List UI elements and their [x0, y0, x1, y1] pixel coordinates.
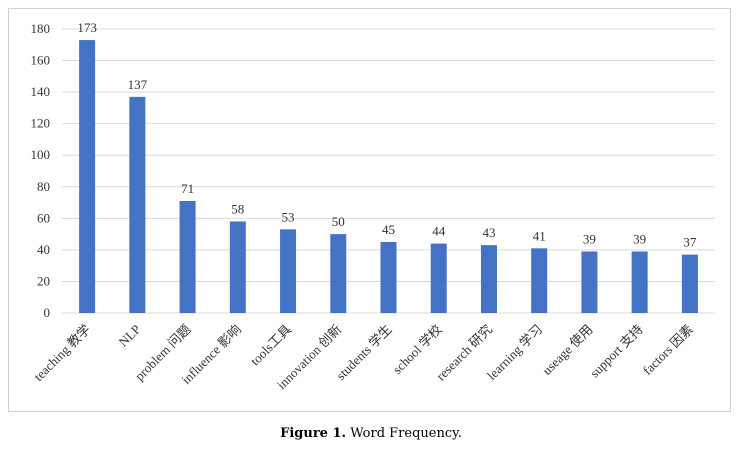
y-tick-label: 80 [37, 179, 50, 194]
bar [631, 251, 648, 313]
bar [681, 254, 698, 313]
y-tick-label: 180 [31, 21, 51, 36]
data-label: 43 [482, 225, 495, 240]
bar [179, 200, 196, 313]
bar [480, 245, 497, 313]
bar [280, 229, 297, 313]
caption-text: Word Frequency. [350, 426, 462, 441]
y-tick-label: 40 [37, 242, 50, 257]
y-tick-label: 100 [31, 147, 51, 162]
data-label: 58 [231, 201, 244, 216]
y-tick-label: 60 [37, 210, 50, 225]
bar [581, 251, 598, 313]
data-label: 39 [583, 231, 596, 246]
caption-label: Figure 1. [280, 426, 346, 441]
data-label: 53 [282, 209, 295, 224]
bar [430, 243, 447, 313]
data-label: 71 [181, 181, 194, 196]
bar [129, 96, 146, 313]
y-tick-label: 0 [44, 305, 51, 320]
data-label: 41 [533, 228, 546, 243]
bar [330, 234, 347, 313]
y-tick-label: 140 [31, 84, 51, 99]
data-label: 137 [128, 77, 148, 92]
y-tick-label: 160 [31, 53, 51, 68]
bar [79, 40, 96, 314]
data-label: 39 [633, 231, 646, 246]
y-tick-label: 20 [37, 273, 50, 288]
bar [531, 248, 548, 313]
caption: Figure 1. Word Frequency. [280, 426, 462, 441]
data-label: 44 [432, 224, 446, 239]
bar [380, 242, 397, 313]
data-label: 45 [382, 222, 395, 237]
data-label: 50 [332, 214, 345, 229]
chart-frame [8, 8, 731, 412]
data-label: 173 [77, 20, 97, 35]
data-label: 37 [683, 235, 697, 250]
bar [229, 221, 246, 313]
y-tick-label: 120 [31, 116, 51, 131]
